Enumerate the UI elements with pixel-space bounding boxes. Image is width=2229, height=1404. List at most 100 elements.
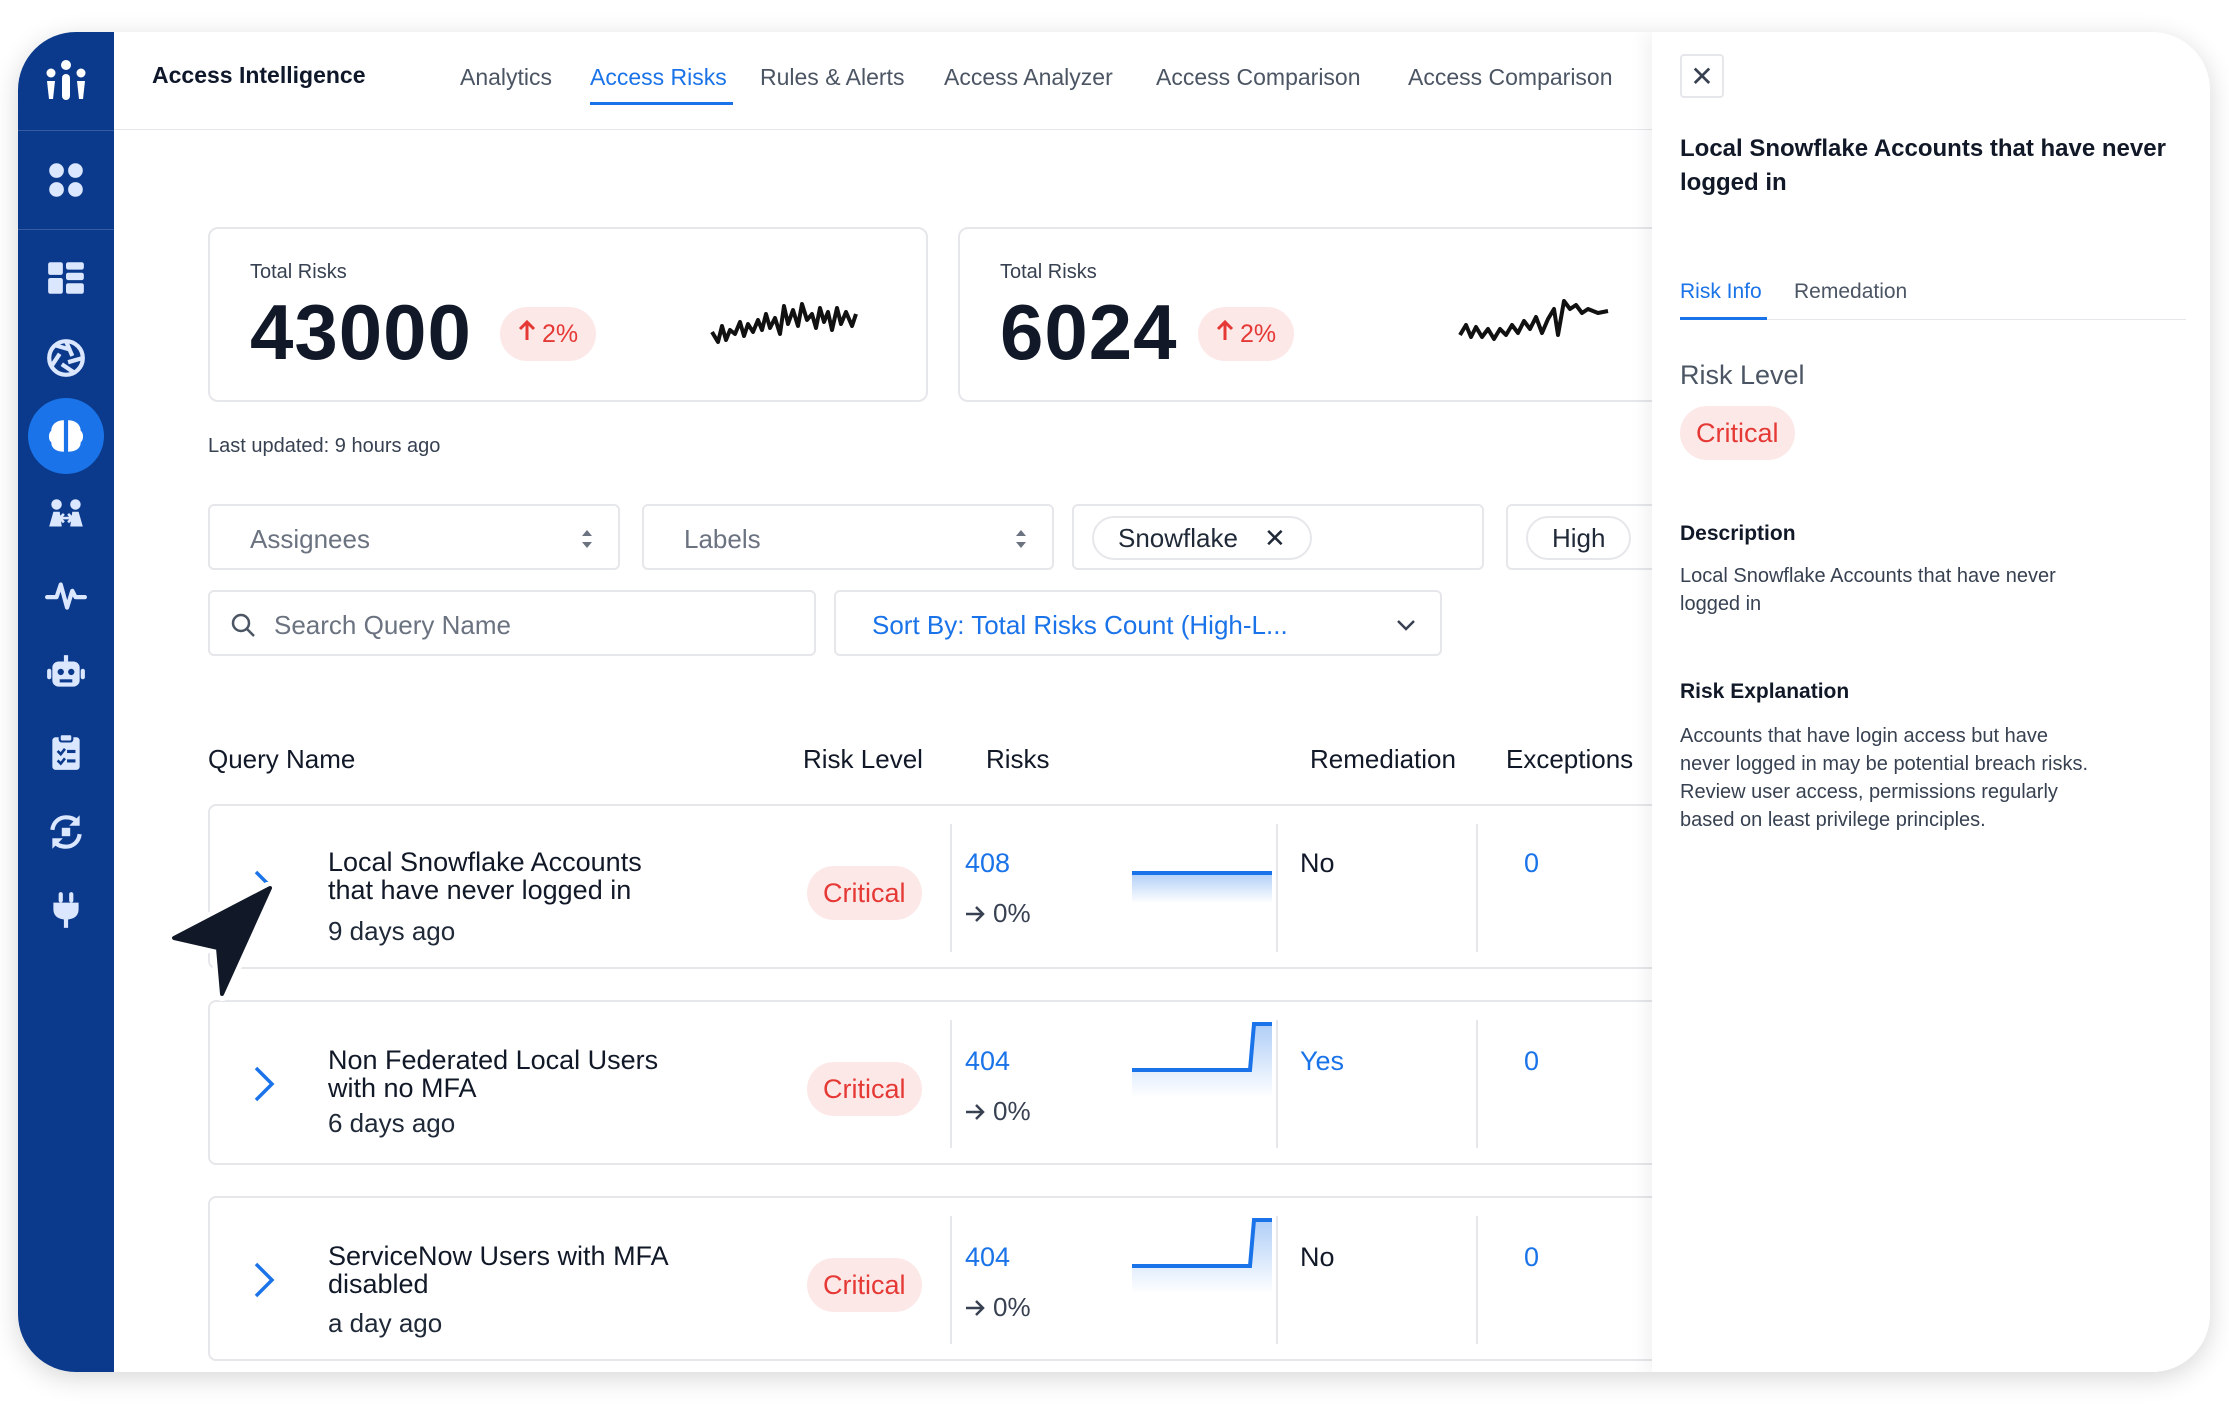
column-divider — [1476, 1020, 1478, 1148]
header-risks[interactable]: Risks — [986, 744, 1050, 774]
risk-explanation-heading: Risk Explanation — [1680, 680, 1850, 703]
labels-placeholder: Labels — [684, 524, 761, 554]
dashboard-icon[interactable] — [28, 240, 104, 316]
labels-select[interactable]: Labels — [642, 504, 1054, 570]
chevron-right-icon[interactable] — [250, 1064, 278, 1104]
plug-icon[interactable] — [28, 872, 104, 948]
search-placeholder: Search Query Name — [274, 610, 511, 640]
tab-access-comparison-2[interactable]: Access Comparison — [1408, 64, 1613, 90]
card-value: 6024 — [1000, 288, 1178, 376]
chevron-right-icon[interactable] — [250, 1260, 278, 1300]
risk-trend-chart — [1132, 1022, 1272, 1098]
column-divider — [950, 824, 952, 952]
source-filter[interactable]: Snowflake ✕ — [1072, 504, 1484, 570]
query-age: 6 days ago — [328, 1108, 456, 1138]
risk-change-value: 0% — [993, 1096, 1031, 1126]
people-icon[interactable] — [28, 478, 104, 554]
brain-icon[interactable] — [28, 398, 104, 474]
tab-analytics[interactable]: Analytics — [460, 64, 553, 90]
change-value: 2% — [1240, 319, 1277, 348]
card-label: Total Risks — [250, 261, 347, 283]
sync-icon[interactable] — [28, 794, 104, 870]
change-badge: 2% — [1198, 307, 1295, 361]
aperture-icon[interactable] — [28, 320, 104, 396]
panel-tabs-divider — [1680, 319, 2186, 320]
exceptions-count[interactable]: 0 — [1524, 1046, 1540, 1076]
description-heading: Description — [1680, 522, 1796, 545]
exceptions-count[interactable]: 0 — [1524, 848, 1540, 878]
query-name[interactable]: Non Federated Local Users with no MFA — [328, 1045, 659, 1103]
header-query-name[interactable]: Query Name — [208, 744, 356, 774]
panel-title: Local Snowflake Accounts that have never… — [1680, 135, 2166, 196]
tab-access-risks[interactable]: Access Risks — [590, 64, 727, 90]
tab-access-analyzer[interactable]: Access Analyzer — [944, 64, 1113, 90]
robot-icon[interactable] — [28, 635, 104, 711]
card-label: Total Risks — [1000, 261, 1097, 283]
total-risks-card: Total Risks 43000 2% — [208, 227, 928, 402]
active-panel-tab-indicator — [1680, 317, 1767, 320]
query-name[interactable]: Local Snowflake Accounts that have never… — [328, 847, 642, 905]
column-divider — [950, 1020, 952, 1148]
column-divider — [1276, 824, 1278, 952]
column-divider — [950, 1216, 952, 1344]
arrow-up-icon — [1216, 319, 1234, 349]
risk-level-badge: Critical — [807, 866, 922, 920]
remediation-value[interactable]: Yes — [1300, 1046, 1345, 1076]
risk-trend-chart — [1132, 871, 1272, 903]
risk-change: 0% — [965, 898, 1031, 929]
header-risk-level[interactable]: Risk Level — [803, 744, 923, 774]
risk-count[interactable]: 404 — [965, 1046, 1011, 1076]
search-input[interactable]: Search Query Name — [208, 590, 816, 656]
arrow-right-icon — [966, 1299, 985, 1316]
risk-level-badge: Critical — [807, 1062, 922, 1116]
table-row[interactable]: ServiceNow Users with MFA disabled a day… — [208, 1196, 1708, 1361]
table-row[interactable]: Non Federated Local Users with no MFA 6 … — [208, 1000, 1708, 1165]
risk-change-value: 0% — [993, 1292, 1031, 1322]
risk-change: 0% — [965, 1292, 1031, 1323]
query-name[interactable]: ServiceNow Users with MFA disabled — [328, 1241, 668, 1299]
risk-count[interactable]: 408 — [965, 848, 1011, 878]
app-title: Access Intelligence — [152, 62, 366, 88]
risk-count[interactable]: 404 — [965, 1242, 1011, 1272]
risk-change-value: 0% — [993, 898, 1031, 928]
sparkline-chart — [710, 302, 858, 344]
column-divider — [1276, 1216, 1278, 1344]
exceptions-count[interactable]: 0 — [1524, 1242, 1540, 1272]
risk-trend-chart — [1132, 1218, 1272, 1294]
header-exceptions[interactable]: Exceptions — [1506, 744, 1634, 774]
apps-icon[interactable] — [28, 142, 104, 218]
active-tab-indicator — [590, 102, 733, 105]
query-age: a day ago — [328, 1308, 443, 1338]
header-remediation[interactable]: Remediation — [1310, 744, 1456, 774]
column-divider — [1476, 824, 1478, 952]
clipboard-icon[interactable] — [28, 714, 104, 790]
sidebar-divider — [18, 130, 114, 131]
high-chip[interactable]: High — [1526, 516, 1632, 560]
arrow-up-icon — [518, 319, 536, 349]
risk-detail-panel: ✕ Local Snowflake Accounts that have nev… — [1652, 32, 2210, 1372]
query-age: 9 days ago — [328, 916, 456, 946]
close-panel-button[interactable]: ✕ — [1680, 54, 1724, 98]
change-value: 2% — [542, 319, 579, 348]
tab-remediation[interactable]: Remedation — [1794, 280, 1908, 303]
assignees-select[interactable]: Assignees — [208, 504, 620, 570]
tab-rules-alerts[interactable]: Rules & Alerts — [760, 64, 905, 90]
chip-label: Snowflake — [1118, 522, 1238, 553]
select-arrows-icon — [582, 530, 592, 548]
sort-label: Sort By: Total Risks Count (High-L... — [872, 610, 1288, 640]
column-divider — [1476, 1216, 1478, 1344]
sidebar-divider — [18, 229, 114, 230]
tab-risk-info[interactable]: Risk Info — [1680, 280, 1762, 303]
snowflake-chip[interactable]: Snowflake ✕ — [1092, 516, 1312, 560]
activity-icon[interactable] — [28, 557, 104, 633]
remove-chip-icon[interactable]: ✕ — [1263, 522, 1286, 553]
remediation-value: No — [1300, 848, 1335, 878]
risk-level-badge: Critical — [807, 1258, 922, 1312]
select-arrows-icon — [1016, 530, 1026, 548]
sidebar — [18, 32, 114, 1372]
sort-dropdown[interactable]: Sort By: Total Risks Count (High-L... — [834, 590, 1442, 656]
tab-access-comparison[interactable]: Access Comparison — [1156, 64, 1361, 90]
table-row[interactable]: Local Snowflake Accounts that have never… — [208, 804, 1708, 969]
app-logo-icon[interactable] — [18, 32, 114, 130]
chevron-down-icon — [1397, 620, 1415, 631]
